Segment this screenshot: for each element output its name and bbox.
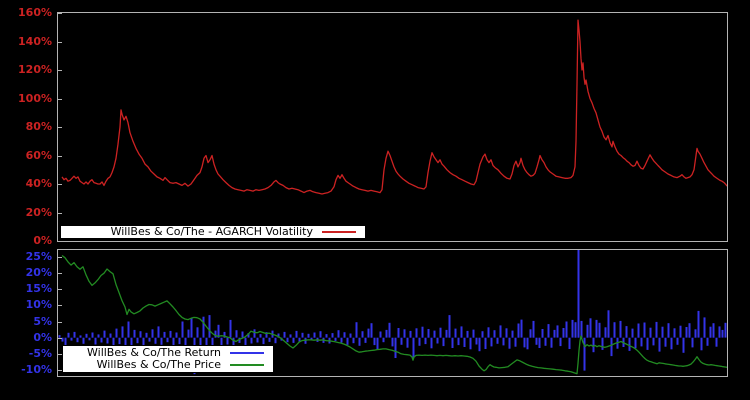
y-tick-mark — [58, 338, 62, 339]
y-tick-label: 100% — [18, 92, 52, 105]
y-tick-label: 5% — [33, 315, 52, 328]
y-tick-label: 0% — [33, 234, 52, 247]
y-tick-mark — [58, 370, 62, 371]
y-tick-label: 20% — [25, 206, 52, 219]
y-tick-mark — [58, 70, 62, 71]
y-tick-mark — [58, 127, 62, 128]
y-tick-mark — [58, 13, 62, 14]
y-tick-mark — [58, 213, 62, 214]
y-tick-label: 25% — [25, 250, 52, 263]
price-line-swatch-icon — [230, 364, 264, 366]
y-tick-label: 120% — [18, 63, 52, 76]
y-tick-label: 15% — [25, 282, 52, 295]
y-tick-mark — [58, 99, 62, 100]
return-price-legend: WillBes & Co/The Return WillBes & Co/The… — [62, 345, 274, 373]
y-tick-mark — [58, 156, 62, 157]
y-tick-mark — [58, 184, 62, 185]
y-tick-mark — [58, 257, 62, 258]
return-legend-row: WillBes & Co/The Return — [63, 347, 264, 359]
volatility-plot-area — [57, 12, 728, 242]
volatility-legend: WillBes & Co/The - AGARCH Volatility — [60, 225, 366, 239]
y-tick-label: -10% — [21, 363, 52, 376]
y-tick-label: 40% — [25, 177, 52, 190]
return-legend-label: WillBes & Co/The Return — [87, 346, 221, 359]
y-tick-label: 160% — [18, 6, 52, 19]
y-tick-label: 140% — [18, 35, 52, 48]
y-tick-mark — [58, 241, 62, 242]
y-tick-label: 60% — [25, 149, 52, 162]
volatility-line-swatch-icon — [322, 231, 356, 233]
return-line-swatch-icon — [230, 352, 264, 354]
y-tick-label: 20% — [25, 266, 52, 279]
y-tick-label: 10% — [25, 298, 52, 311]
return-price-chart — [58, 250, 727, 375]
y-tick-label: -5% — [28, 347, 52, 360]
price-legend-row: WillBes & Co/The Price — [63, 359, 264, 371]
y-tick-mark — [58, 42, 62, 43]
y-tick-mark — [58, 322, 62, 323]
y-tick-mark — [58, 305, 62, 306]
price-legend-label: WillBes & Co/The Price — [96, 358, 221, 371]
volatility-line-chart — [61, 19, 727, 195]
y-tick-mark — [58, 354, 62, 355]
y-tick-mark — [58, 289, 62, 290]
y-tick-label: 80% — [25, 120, 52, 133]
y-tick-label: 0% — [33, 331, 52, 344]
volatility-legend-label: WillBes & Co/The - AGARCH Volatility — [110, 225, 313, 238]
y-tick-mark — [58, 273, 62, 274]
